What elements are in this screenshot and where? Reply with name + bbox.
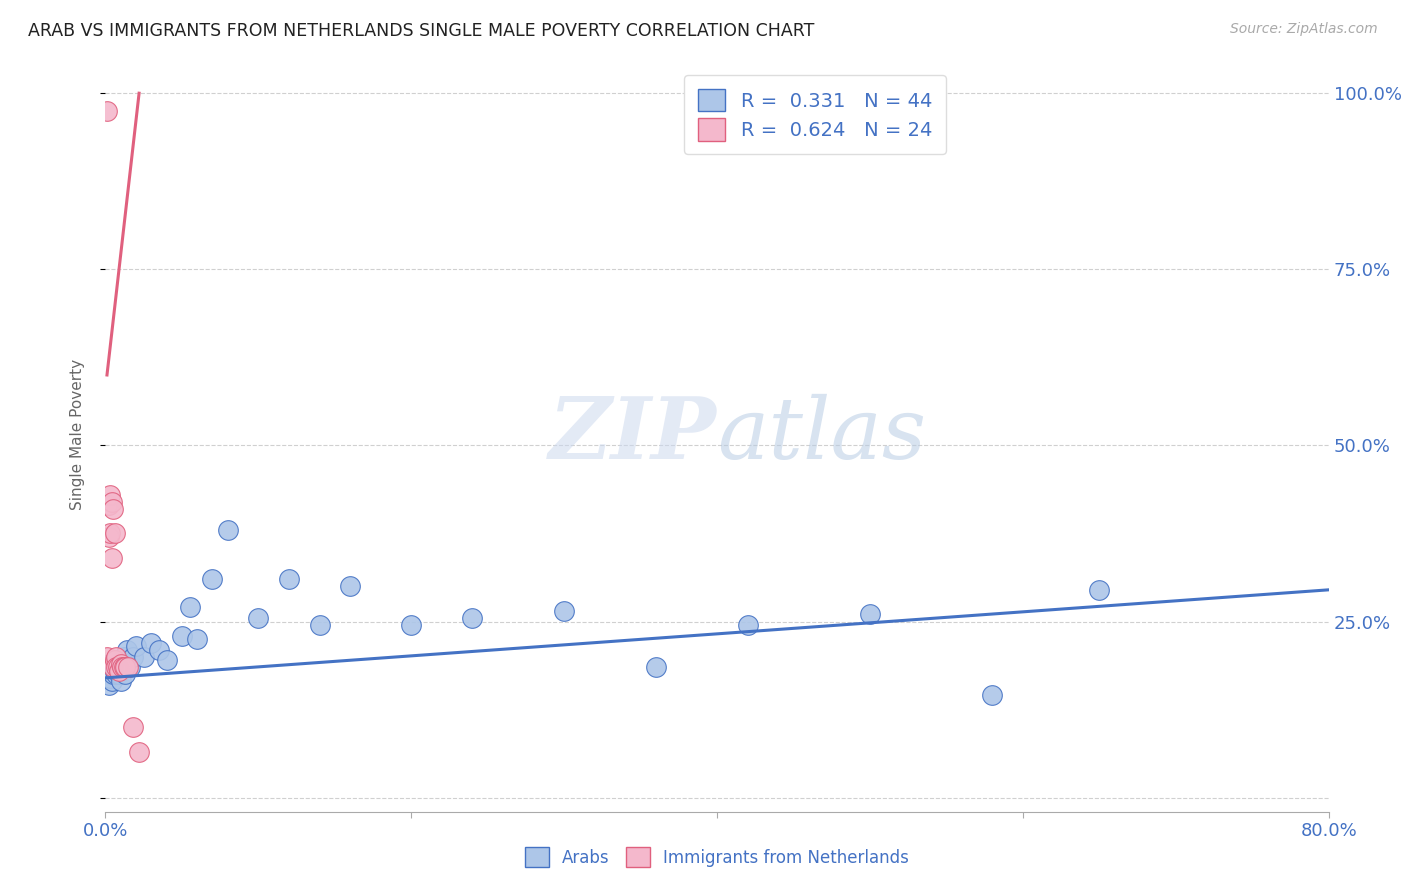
Point	[98, 526, 121, 541]
Point	[111, 660, 134, 674]
Text: Source: ZipAtlas.com: Source: ZipAtlas.com	[1230, 22, 1378, 37]
Point	[114, 660, 136, 674]
Y-axis label: Single Male Poverty: Single Male Poverty	[70, 359, 84, 510]
Point	[155, 653, 177, 667]
Point	[96, 660, 118, 674]
Point	[179, 600, 201, 615]
Point	[111, 660, 134, 674]
Text: ZIP: ZIP	[550, 393, 717, 476]
Text: atlas: atlas	[717, 393, 927, 476]
Point	[125, 639, 148, 653]
Point	[122, 720, 145, 734]
Point	[247, 611, 270, 625]
Point	[217, 523, 239, 537]
Point	[737, 618, 759, 632]
Point	[104, 653, 127, 667]
Point	[105, 649, 128, 664]
Point	[96, 498, 118, 512]
Point	[859, 607, 882, 622]
Point	[96, 667, 118, 681]
Point	[308, 618, 330, 632]
Point	[132, 649, 155, 664]
Point	[110, 674, 132, 689]
Point	[644, 660, 666, 674]
Point	[170, 629, 193, 643]
Point	[98, 657, 121, 671]
Point	[104, 526, 127, 541]
Point	[108, 664, 131, 678]
Text: ARAB VS IMMIGRANTS FROM NETHERLANDS SINGLE MALE POVERTY CORRELATION CHART: ARAB VS IMMIGRANTS FROM NETHERLANDS SING…	[28, 22, 814, 40]
Point	[107, 660, 129, 674]
Point	[112, 649, 135, 664]
Point	[141, 635, 163, 649]
Point	[97, 530, 120, 544]
Point	[100, 674, 122, 689]
Point	[981, 689, 1004, 703]
Point	[101, 660, 124, 674]
Point	[98, 671, 121, 685]
Point	[101, 501, 124, 516]
Point	[339, 579, 361, 593]
Point	[186, 632, 208, 647]
Legend: Arabs, Immigrants from Netherlands: Arabs, Immigrants from Netherlands	[517, 839, 917, 875]
Point	[115, 642, 138, 657]
Point	[461, 611, 484, 625]
Point	[104, 653, 127, 667]
Point	[401, 618, 423, 632]
Point	[105, 660, 128, 674]
Point	[98, 488, 121, 502]
Point	[96, 649, 118, 664]
Point	[201, 572, 224, 586]
Point	[553, 604, 575, 618]
Point	[97, 498, 120, 512]
Point	[114, 667, 136, 681]
Point	[1088, 582, 1111, 597]
Point	[112, 660, 135, 674]
Point	[148, 642, 170, 657]
Point	[105, 667, 128, 681]
Point	[100, 495, 122, 509]
Point	[100, 667, 122, 681]
Point	[97, 678, 120, 692]
Point	[122, 649, 145, 664]
Point	[108, 667, 131, 681]
Point	[128, 745, 150, 759]
Point	[118, 660, 141, 674]
Point	[96, 103, 118, 118]
Point	[101, 660, 124, 674]
Point	[104, 664, 127, 678]
Point	[278, 572, 301, 586]
Point	[110, 657, 132, 671]
Point	[97, 664, 120, 678]
Point	[100, 551, 122, 566]
Point	[101, 667, 124, 681]
Point	[117, 660, 139, 674]
Point	[107, 660, 129, 674]
